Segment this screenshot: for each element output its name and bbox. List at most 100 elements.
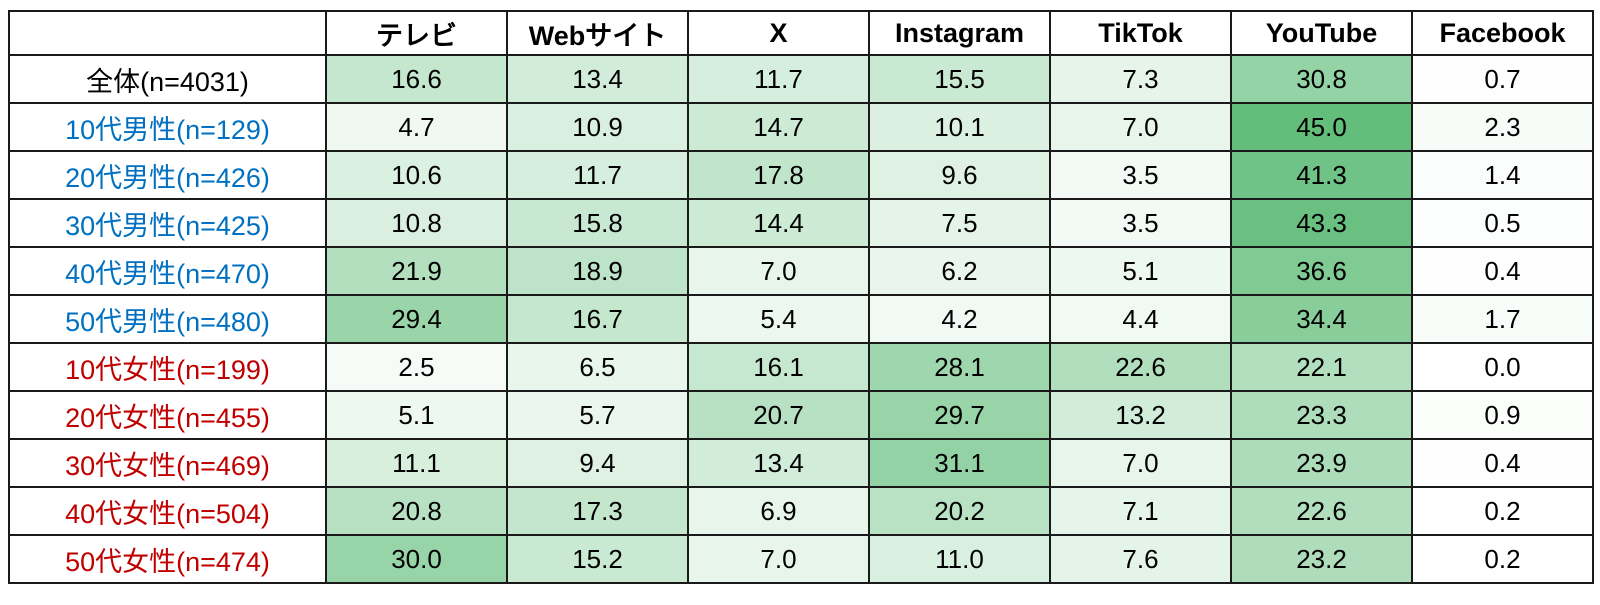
row-label: 10代男性(n=129) [8,102,327,152]
heatmap-cell: 23.3 [1230,390,1413,440]
heatmap-cell: 6.2 [868,246,1051,296]
heatmap-cell: 15.5 [868,54,1051,104]
heatmap-cell: 7.0 [687,534,870,584]
heatmap-cell: 16.1 [687,342,870,392]
heatmap-cell: 10.6 [325,150,508,200]
heatmap-cell: 23.9 [1230,438,1413,488]
heatmap-cell: 45.0 [1230,102,1413,152]
header-row: テレビ Webサイト X Instagram TikTok YouTube Facebook [8,10,1594,56]
heatmap-cell: 28.1 [868,342,1051,392]
column-header: Instagram [868,10,1051,56]
heatmap-cell: 29.7 [868,390,1051,440]
table-row: 40代女性(n=504) 20.8 17.3 6.9 20.2 7.1 22.6 0.2 [8,486,1594,536]
heatmap-cell: 30.8 [1230,54,1413,104]
table-header: テレビ Webサイト X Instagram TikTok YouTube Facebook [8,10,1594,56]
row-label: 50代女性(n=474) [8,534,327,584]
heatmap-cell: 13.4 [687,438,870,488]
heatmap-cell: 5.1 [325,390,508,440]
table-row: 20代女性(n=455) 5.1 5.7 20.7 29.7 13.2 23.3 0.9 [8,390,1594,440]
table-row: 30代女性(n=469) 11.1 9.4 13.4 31.1 7.0 23.9 0.4 [8,438,1594,488]
row-label: 40代女性(n=504) [8,486,327,536]
heatmap-cell: 13.4 [506,54,689,104]
heatmap-cell: 11.1 [325,438,508,488]
heatmap-cell: 41.3 [1230,150,1413,200]
heatmap-cell: 9.4 [506,438,689,488]
heatmap-cell: 2.3 [1411,102,1594,152]
heatmap-cell: 0.2 [1411,486,1594,536]
corner-cell [8,10,327,56]
row-label: 20代男性(n=426) [8,150,327,200]
table-row: 40代男性(n=470) 21.9 18.9 7.0 6.2 5.1 36.6 0.4 [8,246,1594,296]
heatmap-cell: 18.9 [506,246,689,296]
heatmap-cell: 34.4 [1230,294,1413,344]
heatmap-cell: 1.4 [1411,150,1594,200]
heatmap-cell: 15.2 [506,534,689,584]
table-row: 50代女性(n=474) 30.0 15.2 7.0 11.0 7.6 23.2 0.2 [8,534,1594,584]
heatmap-cell: 20.8 [325,486,508,536]
heatmap-cell: 7.0 [687,246,870,296]
column-header: YouTube [1230,10,1413,56]
heatmap-cell: 9.6 [868,150,1051,200]
row-label: 10代女性(n=199) [8,342,327,392]
heatmap-cell: 31.1 [868,438,1051,488]
heatmap-cell: 22.6 [1230,486,1413,536]
heatmap-cell: 7.5 [868,198,1051,248]
heatmap-cell: 0.4 [1411,438,1594,488]
row-label: 30代女性(n=469) [8,438,327,488]
heatmap-cell: 29.4 [325,294,508,344]
table-row: 全体(n=4031) 16.6 13.4 11.7 15.5 7.3 30.8 0.7 [8,54,1594,104]
column-header: Webサイト [506,10,689,56]
heatmap-cell: 11.7 [687,54,870,104]
heatmap-cell: 7.6 [1049,534,1232,584]
heatmap-cell: 7.3 [1049,54,1232,104]
heatmap-cell: 0.0 [1411,342,1594,392]
heatmap-cell: 6.9 [687,486,870,536]
heatmap-cell: 0.4 [1411,246,1594,296]
heatmap-cell: 14.4 [687,198,870,248]
heatmap-cell: 0.9 [1411,390,1594,440]
heatmap-cell: 22.1 [1230,342,1413,392]
row-label: 50代男性(n=480) [8,294,327,344]
heatmap-cell: 4.2 [868,294,1051,344]
heatmap-cell: 0.5 [1411,198,1594,248]
heatmap-cell: 7.1 [1049,486,1232,536]
heatmap-cell: 6.5 [506,342,689,392]
heatmap-cell: 43.3 [1230,198,1413,248]
heatmap-cell: 5.4 [687,294,870,344]
row-label: 30代男性(n=425) [8,198,327,248]
row-label: 20代女性(n=455) [8,390,327,440]
column-header: Facebook [1411,10,1594,56]
heatmap-cell: 10.9 [506,102,689,152]
heatmap-cell: 16.6 [325,54,508,104]
heatmap-cell: 1.7 [1411,294,1594,344]
column-header: TikTok [1049,10,1232,56]
heatmap-cell: 17.8 [687,150,870,200]
table-row: 10代女性(n=199) 2.5 6.5 16.1 28.1 22.6 22.1 0.0 [8,342,1594,392]
table-body: 全体(n=4031) 16.6 13.4 11.7 15.5 7.3 30.8 0.7 10代男… [8,54,1594,584]
heatmap-cell: 3.5 [1049,198,1232,248]
heatmap-cell: 5.1 [1049,246,1232,296]
heatmap-cell: 7.0 [1049,102,1232,152]
heatmap-cell: 3.5 [1049,150,1232,200]
table-row: 30代男性(n=425) 10.8 15.8 14.4 7.5 3.5 43.3 0.5 [8,198,1594,248]
heatmap-cell: 13.2 [1049,390,1232,440]
heatmap-cell: 11.0 [868,534,1051,584]
heatmap-cell: 17.3 [506,486,689,536]
heatmap-cell: 2.5 [325,342,508,392]
heatmap-cell: 5.7 [506,390,689,440]
heatmap-cell: 0.7 [1411,54,1594,104]
heatmap-cell: 36.6 [1230,246,1413,296]
heatmap-cell: 20.2 [868,486,1051,536]
table-row: 10代男性(n=129) 4.7 10.9 14.7 10.1 7.0 45.0 2.3 [8,102,1594,152]
heatmap-cell: 0.2 [1411,534,1594,584]
heatmap-cell: 30.0 [325,534,508,584]
heatmap-cell: 4.7 [325,102,508,152]
column-header: X [687,10,870,56]
heatmap-table: テレビ Webサイト X Instagram TikTok YouTube Facebook… [8,10,1594,584]
heatmap-cell: 23.2 [1230,534,1413,584]
heatmap-cell: 10.8 [325,198,508,248]
column-header: テレビ [325,10,508,56]
row-label: 全体(n=4031) [8,54,327,104]
heatmap-cell: 14.7 [687,102,870,152]
table-row: 20代男性(n=426) 10.6 11.7 17.8 9.6 3.5 41.3 1.4 [8,150,1594,200]
